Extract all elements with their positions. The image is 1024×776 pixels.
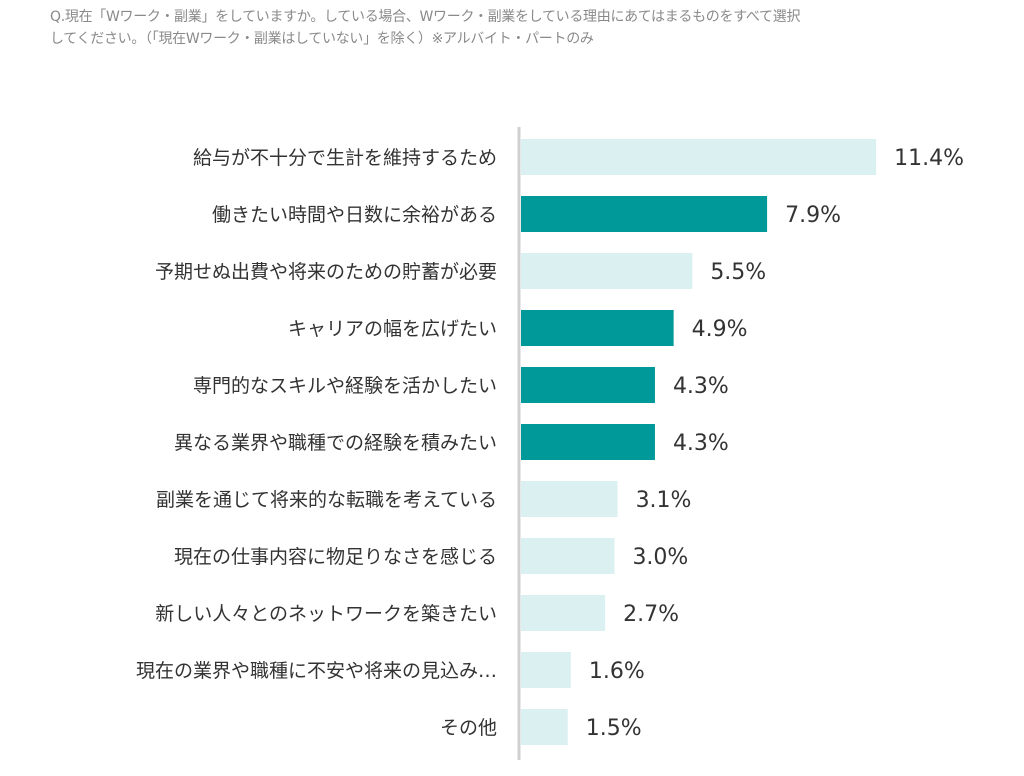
category-label: 副業を通じて将来的な転職を考えている	[156, 489, 497, 511]
bar	[521, 424, 655, 460]
question-line-2: してください。（「現在Wワーク・副業はしていない」を除く）※アルバイト・パートの…	[50, 31, 594, 47]
bar	[521, 253, 693, 289]
value-label: 4.3%	[673, 374, 729, 399]
bar	[521, 595, 606, 631]
bar	[521, 139, 877, 175]
bar	[521, 367, 655, 403]
value-label: 4.9%	[692, 317, 748, 342]
bar	[521, 310, 674, 346]
bar	[521, 538, 615, 574]
value-label: 1.5%	[586, 716, 642, 741]
category-label: 予期せぬ出費や将来のための貯蓄が必要	[155, 261, 497, 283]
category-label: その他	[440, 717, 497, 739]
value-label: 3.1%	[636, 488, 692, 513]
value-label: 3.0%	[632, 545, 688, 570]
category-label: 給与が不十分で生計を維持するため	[193, 147, 497, 169]
value-label: 7.9%	[785, 203, 841, 228]
value-label: 11.4%	[894, 146, 964, 171]
category-label: 働きたい時間や日数に余裕がある	[212, 204, 497, 226]
category-label: 現在の業界や職種に不安や将来の見込み…	[136, 660, 497, 682]
bar	[521, 652, 571, 688]
bar	[521, 709, 568, 745]
value-label: 4.3%	[673, 431, 729, 456]
value-label: 1.6%	[589, 659, 645, 684]
category-label: キャリアの幅を広げたい	[288, 318, 497, 340]
category-label: 現在の仕事内容に物足りなさを感じる	[174, 546, 497, 568]
question-line-1: Q.現在「Wワーク・副業」をしていますか。している場合、Wワーク・副業をしている…	[50, 9, 801, 25]
category-label: 専門的なスキルや経験を活かしたい	[193, 375, 497, 397]
value-label: 2.7%	[623, 602, 679, 627]
category-label: 異なる業界や職種での経験を積みたい	[174, 432, 497, 454]
value-label: 5.5%	[710, 260, 766, 285]
category-label: 新しい人々とのネットワークを築きたい	[155, 603, 497, 625]
question-text: Q.現在「Wワーク・副業」をしていますか。している場合、Wワーク・副業をしている…	[50, 6, 970, 50]
bar	[521, 196, 768, 232]
bar	[521, 481, 618, 517]
